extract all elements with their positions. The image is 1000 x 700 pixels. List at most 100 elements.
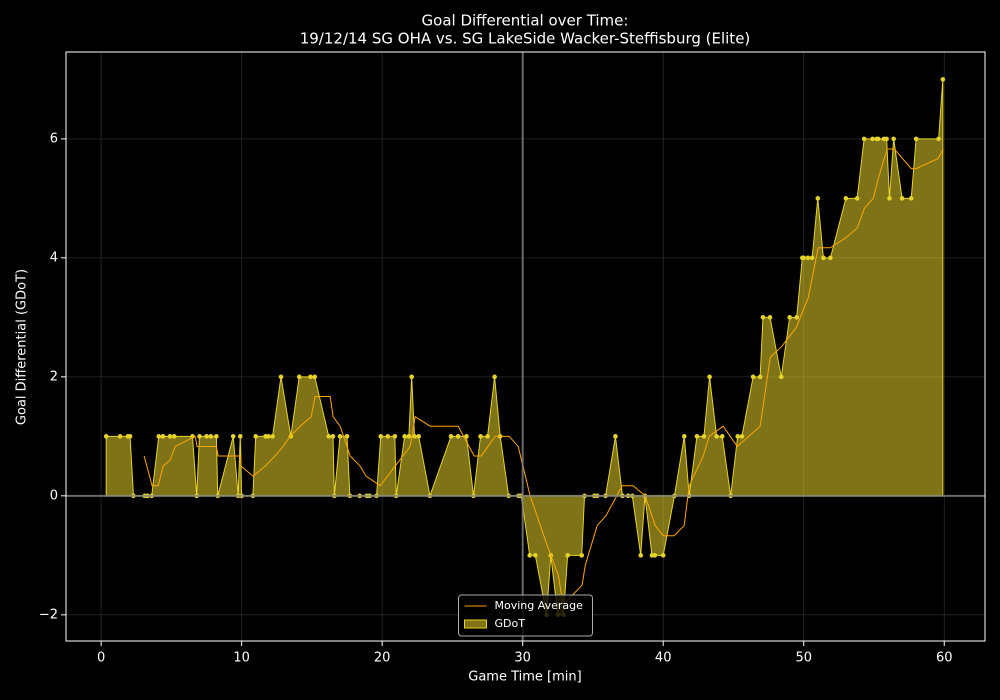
gdot-point bbox=[707, 374, 712, 380]
gdot-point bbox=[253, 434, 259, 439]
gdot-point bbox=[638, 553, 644, 558]
x-tick-label: 0 bbox=[97, 651, 105, 666]
gdot-point bbox=[828, 255, 833, 261]
gdot-point bbox=[416, 434, 422, 439]
gdot-point bbox=[735, 434, 740, 439]
gdot-point bbox=[160, 434, 166, 439]
gdot-point bbox=[719, 434, 725, 439]
gdot-point bbox=[204, 434, 209, 439]
gdot-point bbox=[843, 196, 849, 201]
gdot-point bbox=[167, 434, 173, 439]
gdot-point bbox=[815, 196, 821, 201]
legend-box bbox=[458, 594, 593, 637]
gdot-point bbox=[171, 434, 177, 439]
x-tick-label: 40 bbox=[655, 651, 672, 666]
y-tick-label: 6 bbox=[50, 131, 58, 146]
legend-label: GDoT bbox=[495, 617, 526, 630]
gdot-point bbox=[312, 374, 318, 380]
gdot-point bbox=[565, 553, 570, 558]
gdot-point bbox=[908, 196, 914, 201]
gdot-point bbox=[887, 196, 892, 201]
x-tick-label: 30 bbox=[514, 651, 531, 666]
gdot-point bbox=[821, 255, 826, 261]
gdot-point bbox=[794, 315, 800, 320]
gdot-point bbox=[739, 434, 745, 439]
gdot-point bbox=[392, 434, 398, 439]
y-tick-label: 2 bbox=[50, 369, 58, 384]
gdot-point bbox=[701, 434, 707, 439]
gdot-point bbox=[854, 196, 860, 201]
gdot-point bbox=[308, 374, 313, 380]
gdot-point bbox=[714, 434, 719, 439]
gdot-point bbox=[492, 374, 497, 380]
gdot-point bbox=[402, 434, 407, 439]
gdot-point bbox=[801, 255, 807, 261]
gdot-point bbox=[406, 434, 412, 439]
gdot-point bbox=[117, 434, 123, 439]
gdot-point bbox=[344, 434, 350, 439]
gdot-point bbox=[660, 553, 666, 558]
gdot-point bbox=[652, 553, 658, 558]
gdot-point bbox=[103, 434, 109, 439]
gdot-point bbox=[127, 434, 133, 439]
gdot-point bbox=[337, 434, 343, 439]
gdot-point bbox=[208, 434, 214, 439]
gdot-point bbox=[409, 374, 414, 380]
gdot-point bbox=[913, 136, 919, 142]
gdot-point bbox=[899, 196, 905, 201]
y-tick-label: 4 bbox=[50, 250, 58, 265]
gdot-point bbox=[884, 136, 889, 142]
gdot-point bbox=[412, 434, 417, 439]
gdot-point bbox=[940, 77, 946, 82]
gdot-point bbox=[455, 434, 461, 439]
gdot-point bbox=[296, 374, 302, 380]
gdot-point bbox=[861, 136, 867, 142]
gdot-point bbox=[870, 136, 875, 142]
gdot-point bbox=[579, 553, 585, 558]
x-tick-label: 60 bbox=[936, 651, 953, 666]
gdot-point bbox=[750, 374, 756, 380]
y-axis-label: Goal Differential (GDoT) bbox=[15, 269, 30, 425]
gdot-point bbox=[757, 374, 763, 380]
gdot-point bbox=[156, 434, 162, 439]
chart-title: Goal Differential over Time: bbox=[422, 12, 629, 30]
gdot-point bbox=[270, 434, 275, 439]
gdot-point bbox=[891, 136, 896, 142]
gdot-point bbox=[809, 255, 815, 261]
gdot-point bbox=[694, 434, 700, 439]
gdot-point bbox=[464, 434, 469, 439]
gdot-point bbox=[230, 434, 236, 439]
gdot-point bbox=[613, 434, 618, 439]
gdot-point bbox=[767, 315, 773, 320]
gdot-point bbox=[378, 434, 384, 439]
gdot-point bbox=[485, 434, 490, 439]
gdot-point bbox=[266, 434, 271, 439]
legend-swatch bbox=[464, 619, 487, 629]
gdot-point bbox=[385, 434, 391, 439]
gdot-point bbox=[326, 434, 332, 439]
gdot-point bbox=[197, 434, 202, 439]
gdot-point bbox=[527, 553, 533, 558]
gdot-point bbox=[760, 315, 766, 320]
x-tick-label: 20 bbox=[374, 651, 391, 666]
gdot-point bbox=[278, 374, 284, 380]
plot-frame bbox=[65, 51, 986, 642]
gdot-point bbox=[448, 434, 454, 439]
gdot-point bbox=[237, 434, 243, 439]
gdot-point bbox=[936, 136, 941, 142]
gdot-point bbox=[330, 434, 336, 439]
chart-subtitle: 19/12/14 SG OHA vs. SG LakeSide Wacker-S… bbox=[300, 30, 751, 48]
y-tick-label: −2 bbox=[39, 607, 58, 622]
gdot-point bbox=[787, 315, 792, 320]
gdot-point bbox=[214, 434, 219, 439]
gdot-point bbox=[805, 255, 811, 261]
x-tick-label: 50 bbox=[795, 651, 812, 666]
x-axis-label: Game Time [min] bbox=[468, 670, 581, 685]
gdot-point bbox=[681, 434, 687, 439]
gdot-point bbox=[533, 553, 538, 558]
legend-label: Moving Average bbox=[495, 599, 584, 612]
y-tick-label: 0 bbox=[50, 488, 58, 503]
gdot-point bbox=[778, 374, 784, 380]
gdot-point bbox=[478, 434, 483, 439]
